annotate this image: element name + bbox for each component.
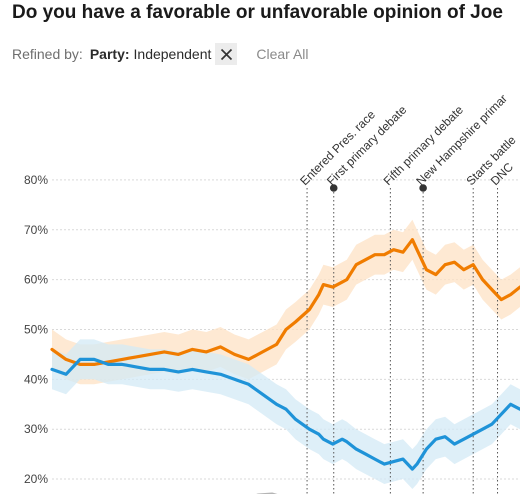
unfavorable-line bbox=[50, 357, 520, 471]
y-tick-label: 30% bbox=[24, 422, 48, 436]
filter-bar: Refined by: Party: Independent Clear All bbox=[12, 43, 309, 65]
y-tick-label: 20% bbox=[24, 472, 48, 486]
unfavorable-confidence-band bbox=[52, 339, 520, 489]
close-icon bbox=[220, 48, 232, 60]
y-tick-label: 50% bbox=[24, 322, 48, 336]
y-tick-label: 40% bbox=[24, 372, 48, 386]
chart-title: Do you have a favorable or unfavorable o… bbox=[12, 2, 503, 23]
clear-all-link[interactable]: Clear All bbox=[256, 46, 309, 62]
favorable-confidence-band bbox=[52, 219, 520, 385]
y-tick-label: 60% bbox=[24, 273, 48, 287]
remove-filter-button[interactable] bbox=[215, 43, 238, 65]
refined-by-label: Refined by: bbox=[12, 46, 83, 62]
filter-value: Independent bbox=[133, 46, 212, 62]
event-marker bbox=[329, 184, 338, 192]
favorable-line bbox=[50, 238, 520, 366]
y-tick-label: 80% bbox=[24, 173, 48, 187]
y-tick-label: 70% bbox=[24, 223, 48, 237]
filter-key: Party: bbox=[89, 46, 130, 62]
active-filter-chip: Party: Independent bbox=[90, 43, 238, 65]
event-marker bbox=[419, 184, 427, 192]
